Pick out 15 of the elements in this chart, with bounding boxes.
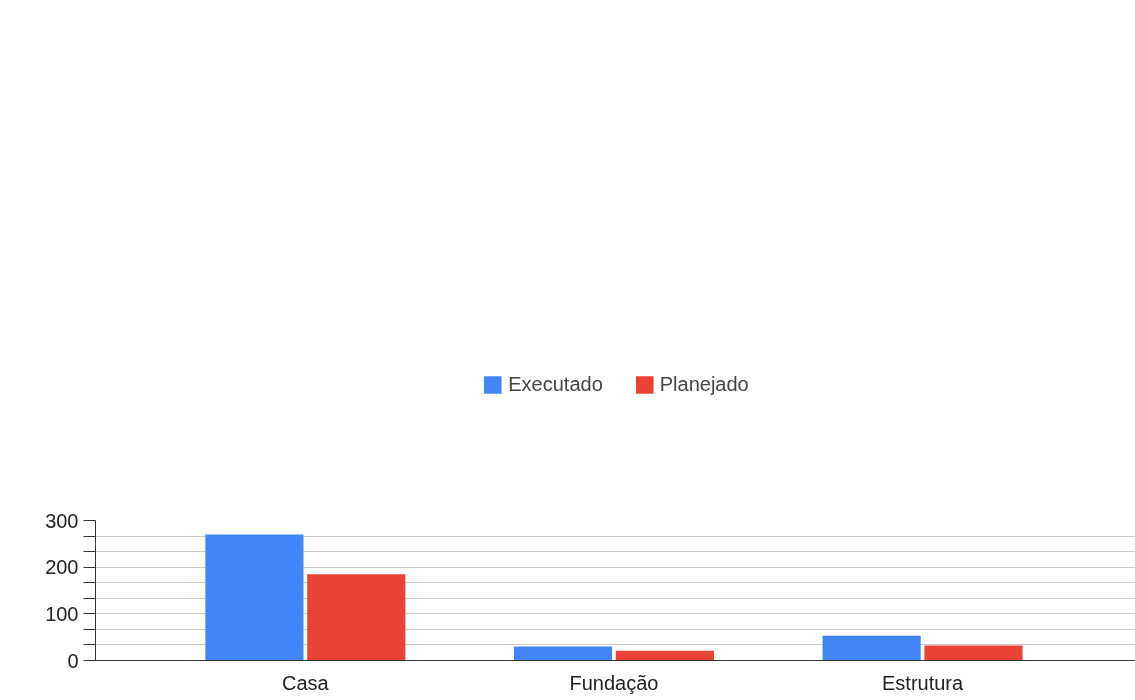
y-tick-label: 100 — [45, 602, 79, 625]
x-tick-label: Estrutura — [881, 671, 965, 694]
x-tick-label: Fundação — [569, 671, 659, 694]
bar — [205, 534, 304, 661]
bar — [307, 574, 406, 661]
bar — [822, 635, 921, 661]
y-tick-label: 300 — [45, 509, 79, 532]
bar — [615, 650, 714, 661]
bar — [924, 645, 1023, 661]
x-tick-label: Casa — [282, 671, 330, 694]
bar — [513, 646, 613, 661]
y-tick-label: 0 — [67, 649, 79, 672]
y-tick-label: 200 — [45, 556, 79, 579]
legend-label: Planejado — [659, 372, 749, 396]
legend-label: Executado — [508, 372, 603, 396]
